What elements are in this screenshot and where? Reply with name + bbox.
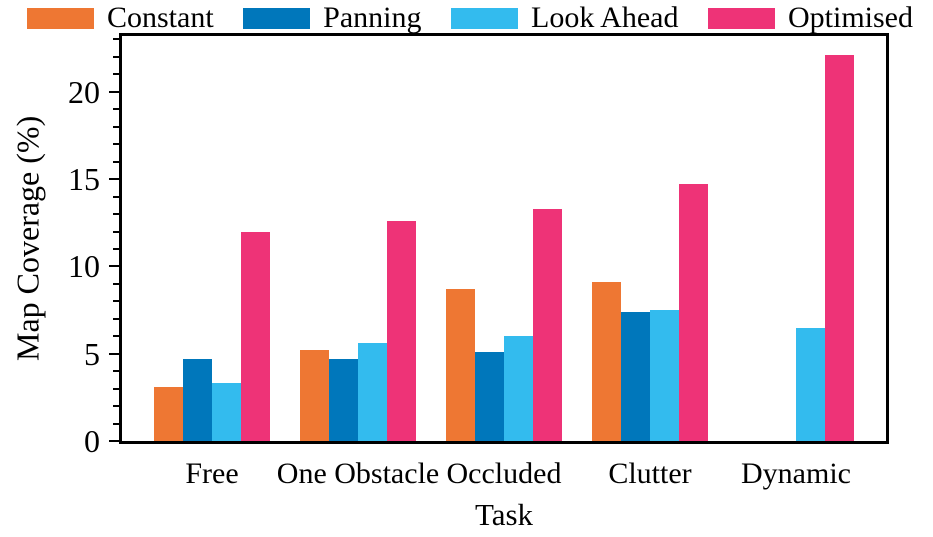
y-minor-tick-21 <box>113 73 119 76</box>
y-minor-tick-19 <box>113 108 119 111</box>
bar-optimised-dynamic <box>825 55 854 441</box>
legend-label-optimised: Optimised <box>787 1 913 34</box>
legend-item-look-ahead: Look Ahead <box>451 2 678 34</box>
bar-optimised-free <box>241 231 270 441</box>
x-tick-label-dynamic: Dynamic <box>741 457 851 490</box>
x-axis-label: Task <box>474 497 534 532</box>
bar-groups-container <box>122 36 886 441</box>
y-tick-label-20: 20 <box>68 73 100 110</box>
y-minor-tick-13 <box>113 213 119 216</box>
y-minor-tick-12 <box>113 230 119 233</box>
y-tick-label-0: 0 <box>84 423 100 459</box>
bar-constant-free <box>154 386 183 441</box>
x-tick-label-clutter: Clutter <box>608 457 692 490</box>
bar-panning-free <box>183 358 212 441</box>
y-minor-tick-9 <box>113 282 119 285</box>
bar-optimised-one-obstacle <box>387 221 416 441</box>
bar-constant-occluded <box>446 289 475 441</box>
legend-label-constant: Constant <box>107 1 214 34</box>
legend-swatch-panning-icon <box>243 7 311 29</box>
legend-item-panning: Panning <box>243 1 422 34</box>
y-minor-tick-23 <box>113 38 119 41</box>
bar-panning-clutter <box>621 311 650 441</box>
y-minor-tick-2 <box>113 405 119 408</box>
y-minor-tick-11 <box>113 247 119 250</box>
x-tick-label-free: Free <box>185 457 239 490</box>
bar-optimised-clutter <box>679 184 708 441</box>
y-tick-label-5: 5 <box>84 335 100 372</box>
legend-item-constant: Constant <box>27 2 214 34</box>
bar-look-ahead-clutter <box>650 310 679 441</box>
x-tick-label-one-obstacle: One Obstacle <box>276 457 440 490</box>
y-minor-tick-8 <box>113 300 119 303</box>
plot-area <box>119 33 889 444</box>
bar-panning-occluded <box>475 351 504 441</box>
y-minor-tick-4 <box>113 370 119 373</box>
y-minor-tick-7 <box>113 317 119 320</box>
y-minor-tick-18 <box>113 125 119 128</box>
bar-constant-clutter <box>592 282 621 441</box>
y-minor-tick-3 <box>113 387 119 390</box>
bar-look-ahead-one-obstacle <box>358 343 387 441</box>
y-minor-tick-14 <box>113 195 119 198</box>
bar-group-occluded <box>446 208 562 441</box>
y-major-tick-20 <box>109 90 119 93</box>
x-tick-label-occluded: Occluded <box>446 457 562 490</box>
y-major-tick-10 <box>109 265 119 268</box>
y-tick-label-15: 15 <box>68 161 100 198</box>
y-major-tick-5 <box>109 352 119 355</box>
y-major-tick-15 <box>109 178 119 181</box>
y-minor-tick-22 <box>113 55 119 58</box>
y-minor-tick-16 <box>113 160 119 163</box>
legend-swatch-look-ahead-icon <box>451 7 519 29</box>
bar-optimised-occluded <box>533 208 562 441</box>
y-minor-tick-1 <box>113 422 119 425</box>
bar-look-ahead-free <box>212 383 241 441</box>
legend-item-optimised: Optimised <box>707 1 913 34</box>
y-minor-tick-6 <box>113 335 119 338</box>
legend-swatch-optimised-icon <box>707 7 775 29</box>
bar-constant-one-obstacle <box>300 350 329 441</box>
y-tick-label-10: 10 <box>68 248 100 285</box>
bar-group-clutter <box>592 184 708 441</box>
bar-group-one-obstacle <box>300 221 416 441</box>
chart-legend: Constant Panning Look Ahead Optimised <box>0 2 933 34</box>
legend-label-panning: Panning <box>323 1 422 34</box>
bar-look-ahead-occluded <box>504 336 533 441</box>
bar-group-dynamic <box>738 55 854 441</box>
y-major-tick-0 <box>109 440 119 442</box>
bar-look-ahead-dynamic <box>796 327 825 441</box>
bar-panning-one-obstacle <box>329 358 358 441</box>
legend-swatch-constant-icon <box>27 7 94 29</box>
bar-group-free <box>154 231 270 441</box>
legend-label-look-ahead: Look Ahead <box>531 1 679 34</box>
y-minor-tick-17 <box>113 143 119 146</box>
